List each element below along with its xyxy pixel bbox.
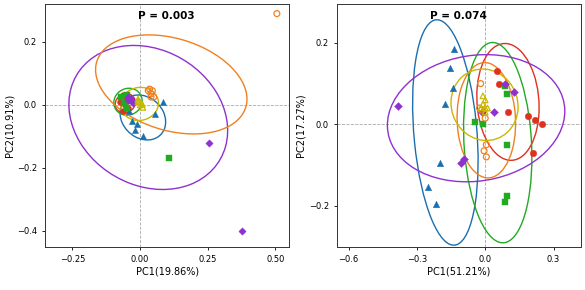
Point (122, 93, 131, 98)
Point (528, 151, 538, 155)
Point (138, 105, 147, 110)
Point (445, 66, 455, 70)
Point (424, 185, 433, 190)
Point (159, 99, 168, 104)
Point (475, 106, 484, 110)
Point (126, 98, 135, 102)
Point (470, 120, 480, 125)
Point (272, 11, 281, 16)
Point (480, 110, 490, 115)
Point (477, 110, 487, 115)
Point (479, 102, 488, 106)
Point (500, 83, 509, 88)
Point (130, 128, 139, 132)
Point (123, 106, 133, 110)
Point (441, 102, 450, 106)
Point (125, 109, 134, 113)
Point (476, 106, 486, 110)
Point (138, 134, 147, 139)
Point (449, 85, 458, 90)
Point (121, 103, 130, 107)
Point (119, 99, 129, 104)
Point (483, 106, 492, 110)
Point (479, 122, 488, 127)
Point (450, 47, 459, 51)
Point (502, 91, 511, 96)
Point (490, 110, 499, 115)
Point (492, 69, 501, 74)
Point (481, 142, 491, 147)
Point (136, 103, 145, 107)
Point (480, 106, 490, 110)
Point (477, 108, 487, 113)
Point (393, 104, 402, 108)
Point (479, 93, 488, 98)
X-axis label: PC1(51.21%): PC1(51.21%) (427, 267, 491, 277)
X-axis label: PC1(19.86%): PC1(19.86%) (136, 267, 199, 277)
Point (115, 99, 125, 104)
Point (205, 140, 214, 145)
Point (509, 89, 518, 94)
Point (119, 96, 129, 101)
Point (126, 96, 135, 101)
Point (457, 161, 466, 165)
Point (147, 88, 157, 93)
Point (136, 100, 145, 105)
Point (503, 110, 512, 115)
Point (479, 148, 488, 153)
Text: P = 0.003: P = 0.003 (138, 11, 195, 21)
Point (123, 95, 133, 99)
Y-axis label: PC2(17.27%): PC2(17.27%) (296, 93, 306, 157)
Point (538, 122, 547, 127)
Point (125, 99, 134, 104)
Point (150, 112, 160, 117)
Point (133, 97, 143, 101)
Point (500, 81, 509, 86)
Point (432, 202, 441, 206)
Y-axis label: PC2(10.91%): PC2(10.91%) (4, 94, 14, 157)
Point (116, 95, 126, 99)
Point (502, 193, 511, 198)
Point (123, 98, 133, 102)
Point (145, 87, 154, 91)
Point (149, 95, 159, 99)
Point (121, 101, 130, 106)
Point (476, 81, 486, 86)
Point (129, 101, 138, 106)
Point (122, 106, 131, 110)
Point (133, 99, 143, 104)
Point (480, 116, 490, 121)
Point (435, 161, 445, 165)
Point (137, 102, 147, 106)
Point (459, 157, 468, 161)
Point (143, 88, 153, 93)
Point (146, 92, 156, 96)
Point (128, 118, 137, 123)
Point (121, 99, 130, 104)
Point (134, 99, 143, 104)
Point (502, 142, 511, 147)
Point (500, 200, 509, 204)
Text: P = 0.074: P = 0.074 (430, 11, 487, 21)
Point (118, 109, 127, 113)
Point (118, 93, 127, 98)
Point (164, 156, 173, 161)
Point (146, 95, 156, 99)
Point (524, 114, 533, 119)
Point (480, 97, 490, 102)
Point (237, 229, 246, 233)
Point (531, 118, 540, 123)
Point (133, 122, 142, 126)
Point (494, 81, 504, 86)
Point (481, 155, 491, 159)
